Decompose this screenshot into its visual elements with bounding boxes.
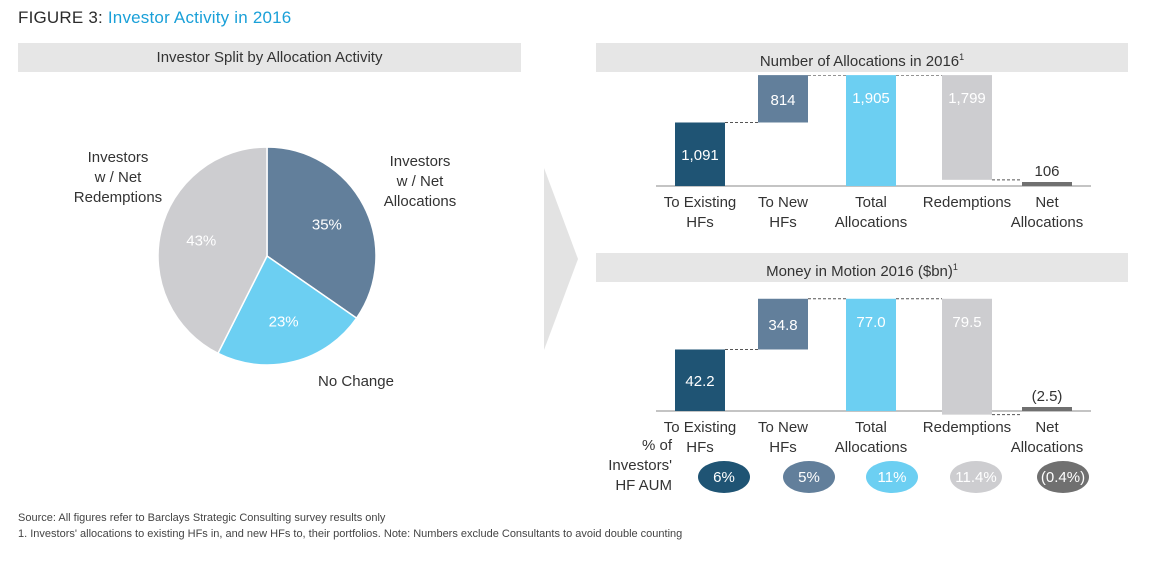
waterfall-category-label: Allocations [1011,439,1084,455]
waterfall-value-label: 77.0 [856,314,885,331]
waterfall-value-label: 814 [770,92,795,109]
waterfall-bar [846,75,896,186]
source-note: Source: All figures refer to Barclays St… [18,512,386,524]
aum-value: 11.4% [955,469,996,486]
footnote: 1. Investors' allocations to existing HF… [18,528,683,540]
aum-row-label: HF AUM [615,477,672,494]
aum-row: % of Investors' HF AUM 6% 5% 11% 11.4% (0.4%) [608,437,1089,494]
pie-category-label: No Change [318,373,394,390]
allocations-panel-header: Number of Allocations in 20161 [596,43,1128,72]
waterfall-category-label: HFs [686,439,714,455]
waterfall-category-label: Redemptions [923,419,1011,436]
aum-pill [866,461,918,493]
aum-pill [783,461,835,493]
chevron-right-icon [544,168,578,350]
aum-pill [950,461,1002,493]
waterfall-bar [942,298,992,415]
waterfall-category-label: Net [1035,194,1059,211]
aum-row-label: % of [642,437,673,454]
pie-value-label: 23% [269,313,299,330]
allocations-header-text: Number of Allocations in 2016 [759,53,960,70]
waterfall-value-label: 34.8 [768,317,797,334]
waterfall-category-label: Allocations [835,214,908,231]
waterfall-bar [758,75,808,123]
money-waterfall-chart: 42.2 To Existing HFs 34.8 To New HFs 77.0 Total… [656,298,1091,455]
aum-value: 6% [713,469,735,486]
waterfall-category-label: Redemptions [923,194,1011,211]
figure-label: FIGURE 3: [18,8,103,27]
aum-row-label: Investors' [608,457,672,474]
aum-pill [1037,461,1089,493]
pie-category-label: Investors [390,153,451,170]
waterfall-value-label: 79.5 [952,314,981,331]
money-footnote-mark: 1 [952,262,958,272]
waterfall-value-label: 1,799 [948,90,986,107]
pie-slice [216,254,358,366]
pie-value-label: 43% [186,232,216,249]
waterfall-category-label: To New [758,194,808,211]
pie-category-label: Allocations [384,193,457,210]
waterfall-value-label: 1,091 [681,147,719,164]
waterfall-category-label: To New [758,419,808,436]
aum-value: 11% [878,469,907,486]
pie-category-label: Redemptions [74,189,162,206]
waterfall-value-label: (2.5) [1032,388,1063,405]
pie-category-label: w / Net [396,173,445,190]
waterfall-category-label: HFs [686,214,714,231]
waterfall-bar [1022,182,1072,186]
allocations-footnote-mark: 1 [959,52,965,62]
money-header-text: Money in Motion 2016 ($bn) [766,263,953,280]
waterfall-category-label: Allocations [1011,214,1084,231]
waterfall-category-label: HFs [769,439,797,455]
pie-slice [157,146,268,355]
waterfall-value-label: 42.2 [685,373,714,390]
waterfall-category-label: To Existing [664,194,737,211]
figure-title: FIGURE 3: Investor Activity in 2016 [18,8,291,28]
waterfall-bar [846,298,896,411]
waterfall-category-label: HFs [769,214,797,231]
waterfall-bar [758,298,808,350]
waterfall-bar [942,75,992,180]
pie-slice [266,146,377,320]
waterfall-value-label: 106 [1034,163,1059,180]
waterfall-bar [1022,407,1072,411]
money-panel-header: Money in Motion 2016 ($bn)1 [596,253,1128,282]
aum-value: 5% [798,469,820,486]
waterfall-category-label: Total [855,419,887,436]
waterfall-category-label: Total [855,194,887,211]
aum-pill [698,461,750,493]
aum-value: (0.4%) [1041,469,1085,486]
waterfall-bar [675,349,725,411]
pie-chart: 35% Investors w / Net Allocations 23% No Chan… [74,146,457,390]
pie-panel-header: Investor Split by Allocation Activity [18,43,521,72]
pie-category-label: Investors [88,149,149,166]
allocations-waterfall-chart: 1,091 To Existing HFs 814 To New HFs 1,905 Tota… [656,75,1091,231]
pie-category-label: w / Net [94,169,143,186]
waterfall-bar [675,122,725,186]
figure-name: Investor Activity in 2016 [107,8,292,27]
waterfall-category-label: Allocations [835,439,908,455]
waterfall-category-label: To Existing [664,419,737,436]
pie-header-text: Investor Split by Allocation Activity [156,49,383,66]
waterfall-category-label: Net [1035,419,1059,436]
pie-value-label: 35% [312,217,342,234]
waterfall-value-label: 1,905 [852,90,890,107]
